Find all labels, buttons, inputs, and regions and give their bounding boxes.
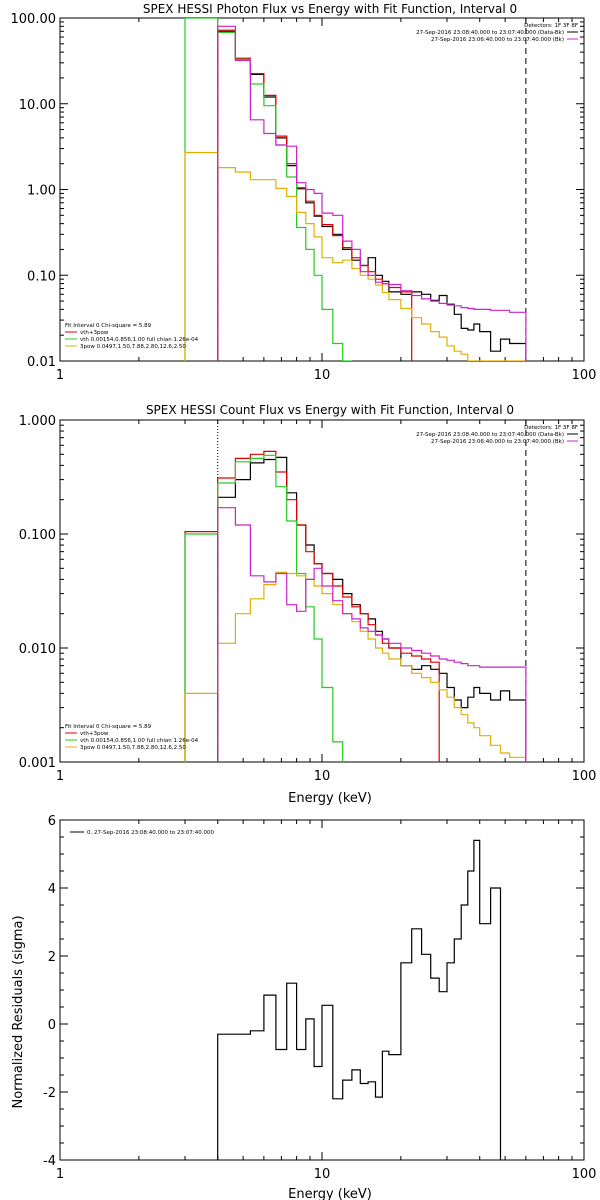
y-tick-label: 4 bbox=[48, 882, 56, 897]
x-tick-label: 1 bbox=[56, 769, 64, 784]
legend-bottom-entry: vth+3pow bbox=[80, 330, 109, 336]
series-line-2 bbox=[184, 18, 352, 361]
legend-entry: 0. 27-Sep-2016 23:08:40.000 to 23:07:40.… bbox=[87, 830, 214, 836]
residuals-ylabel: Normalized Residuals (sigma) bbox=[11, 915, 26, 1108]
plot-frame bbox=[59, 819, 585, 1161]
residuals-panel: Energy (keV) Normalized Residuals (sigma… bbox=[11, 814, 596, 1200]
y-tick-label: 6 bbox=[48, 814, 56, 829]
series-line-2 bbox=[184, 454, 344, 762]
y-tick-label: -4 bbox=[43, 1154, 56, 1169]
count-flux-title: SPEX HESSI Count Flux vs Energy with Fit… bbox=[146, 403, 514, 417]
y-tick-label: 0.10 bbox=[27, 269, 56, 284]
y-tick-label: 0.01 bbox=[27, 355, 56, 370]
series-line-0 bbox=[217, 456, 527, 762]
series-line-4 bbox=[217, 507, 527, 762]
legend-top-entry: Detectors: 1F 3F 8F bbox=[524, 425, 578, 431]
x-tick-label: 100 bbox=[572, 769, 597, 784]
photon-flux-panel: SPEX HESSI Photon Flux vs Energy with Fi… bbox=[11, 2, 597, 383]
x-tick-label: 1 bbox=[56, 1167, 64, 1182]
legend-bottom-entry: vth+3pow bbox=[80, 731, 109, 737]
series-line-3 bbox=[184, 571, 527, 762]
x-tick-label: 10 bbox=[314, 368, 331, 383]
y-tick-label: 1.000 bbox=[19, 414, 56, 429]
y-tick-label: -2 bbox=[43, 1086, 56, 1101]
y-tick-label: 2 bbox=[48, 950, 56, 965]
x-tick-label: 100 bbox=[572, 1167, 597, 1182]
series-line-4 bbox=[217, 25, 527, 361]
series-line-1 bbox=[217, 29, 413, 361]
residuals-xlabel: Energy (keV) bbox=[288, 1187, 372, 1200]
legend-top-entry: 27-Sep-2016 23:06:40.000 to 23:07:40.000… bbox=[431, 439, 564, 445]
legend-top-entry: 27-Sep-2016 23:08:40.000 to 23:07:40.000… bbox=[416, 30, 564, 36]
legend-bottom-entry: vth 0.00154,0.856,1.00 full chian 1.26e-… bbox=[80, 337, 199, 343]
y-tick-label: 0.010 bbox=[19, 642, 56, 657]
legend-bottom-entry: Fit Interval 0 Chi-square = 5.89 bbox=[65, 323, 152, 329]
series-line-3 bbox=[184, 151, 526, 361]
y-tick-label: 0.001 bbox=[19, 756, 56, 771]
series-line-0 bbox=[217, 839, 502, 1160]
count-flux-xlabel: Energy (keV) bbox=[288, 791, 372, 806]
legend-bottom-entry: vth 0.00154,0.856,1.00 full chian 1.26e-… bbox=[80, 738, 199, 744]
y-tick-label: 0 bbox=[48, 1018, 56, 1033]
x-tick-label: 100 bbox=[572, 368, 597, 383]
y-tick-label: 10.00 bbox=[19, 98, 56, 113]
photon-flux-title: SPEX HESSI Photon Flux vs Energy with Fi… bbox=[143, 2, 517, 16]
series-line-1 bbox=[184, 450, 440, 762]
legend-bottom-entry: Fit Interval 0 Chi-square = 5.89 bbox=[65, 724, 152, 730]
y-tick-label: 1.00 bbox=[27, 184, 56, 199]
legend-top-entry: 27-Sep-2016 23:06:40.000 to 23:07:40.000… bbox=[431, 37, 564, 43]
x-tick-label: 10 bbox=[314, 769, 331, 784]
legend-bottom-entry: 3pow 0.0497,1.50,7.88,2.80,12.6,2.50 bbox=[80, 344, 186, 350]
x-tick-label: 1 bbox=[56, 368, 64, 383]
y-tick-label: 100.00 bbox=[11, 12, 57, 27]
count-flux-panel: SPEX HESSI Count Flux vs Energy with Fit… bbox=[19, 403, 597, 806]
x-tick-label: 10 bbox=[314, 1167, 331, 1182]
legend-top-entry: Detectors: 1F 3F 8F bbox=[524, 23, 578, 29]
legend-bottom-entry: 3pow 0.0497,1.50,7.88,2.80,12.6,2.50 bbox=[80, 745, 186, 751]
legend-top-entry: 27-Sep-2016 23:08:40.000 to 23:07:40.000… bbox=[416, 432, 564, 438]
y-tick-label: 0.100 bbox=[19, 528, 56, 543]
